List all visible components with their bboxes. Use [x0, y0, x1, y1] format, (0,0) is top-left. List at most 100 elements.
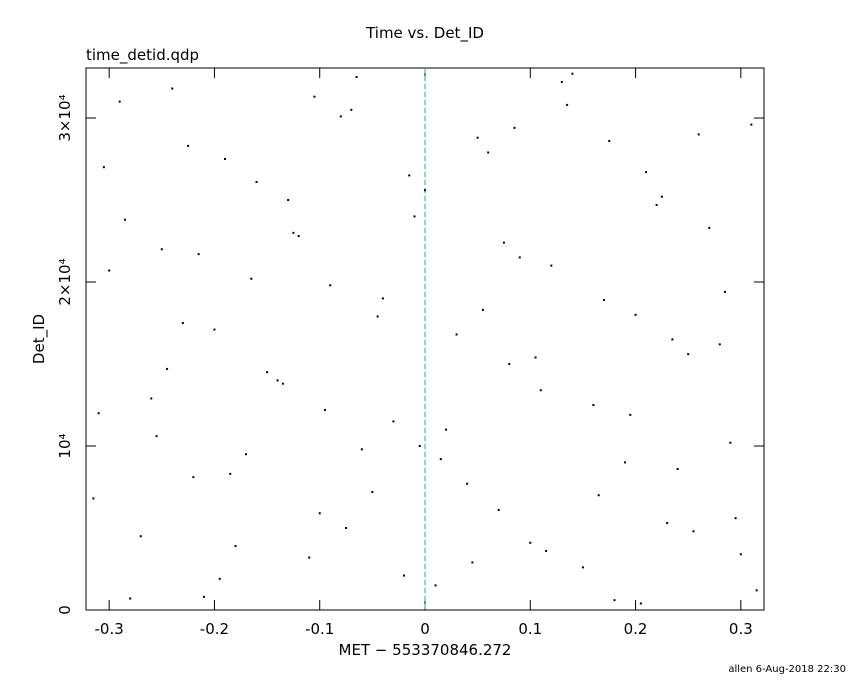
point: [676, 467, 679, 470]
point: [139, 535, 142, 538]
point: [102, 166, 105, 169]
point: [634, 313, 637, 316]
point: [608, 139, 611, 142]
point: [108, 269, 111, 272]
x-tick-label: 0.1: [518, 620, 542, 638]
point: [660, 195, 663, 198]
point: [281, 382, 284, 385]
x-tick-label: 0.3: [729, 620, 753, 638]
point: [529, 541, 532, 544]
point: [560, 80, 563, 83]
point: [192, 476, 195, 479]
point: [392, 420, 395, 423]
point: [487, 151, 490, 154]
point: [455, 333, 458, 336]
x-tick-label: 0.2: [624, 620, 648, 638]
point: [550, 264, 553, 267]
point: [381, 297, 384, 300]
point: [413, 215, 416, 218]
footer: allen 6-Aug-2018 22:30: [728, 664, 846, 675]
y-tick-label: 10⁴: [56, 433, 74, 458]
point: [645, 171, 648, 174]
point: [613, 599, 616, 602]
point: [639, 602, 642, 605]
point: [118, 100, 121, 103]
point: [313, 95, 316, 98]
point: [671, 338, 674, 341]
point: [508, 363, 511, 366]
point: [424, 189, 426, 192]
point: [502, 241, 505, 244]
point: [150, 397, 153, 400]
point: [355, 76, 358, 79]
point: [250, 277, 253, 280]
point: [513, 126, 516, 129]
point: [339, 115, 342, 118]
point: [566, 103, 569, 106]
point: [297, 235, 300, 238]
point: [266, 371, 269, 374]
point: [418, 445, 421, 448]
point: [471, 561, 474, 564]
point: [345, 527, 348, 530]
point: [276, 379, 279, 382]
y-tick-label: 3×10⁴: [56, 94, 74, 141]
point: [350, 108, 353, 111]
point: [734, 517, 737, 520]
x-axis-label: MET − 553370846.272: [339, 641, 512, 659]
point: [308, 556, 311, 559]
point: [160, 248, 163, 251]
x-tick-label: -0.2: [200, 620, 229, 638]
point: [92, 497, 95, 500]
point: [624, 461, 627, 464]
point: [323, 408, 326, 411]
y-tick-label: 0: [56, 605, 74, 615]
point: [602, 299, 605, 302]
point: [255, 180, 258, 183]
point: [629, 413, 632, 416]
point: [402, 574, 405, 577]
point: [129, 597, 132, 600]
point: [655, 203, 658, 206]
point: [445, 428, 448, 431]
point: [724, 290, 727, 293]
point: [755, 589, 758, 592]
point: [245, 453, 248, 456]
point: [123, 218, 126, 221]
point: [476, 136, 479, 139]
point: [202, 595, 205, 598]
point: [466, 482, 469, 485]
point: [197, 253, 200, 256]
point: [187, 144, 190, 147]
point: [481, 308, 484, 311]
point: [581, 566, 584, 569]
x-tick-label: -0.1: [305, 620, 334, 638]
point: [171, 87, 174, 90]
y-tick-label: 2×10⁴: [56, 258, 74, 305]
point: [181, 322, 184, 325]
point: [155, 435, 158, 438]
point: [218, 577, 221, 580]
point: [708, 226, 711, 229]
chart-subtitle: time_detid.qdp: [86, 46, 199, 65]
x-tick-label: 0: [420, 620, 430, 638]
y-axis-label: Det_ID: [30, 314, 49, 364]
point: [687, 353, 690, 356]
point: [739, 553, 742, 556]
point: [539, 389, 542, 392]
point: [97, 412, 100, 415]
point: [729, 441, 732, 444]
point: [592, 404, 595, 407]
point: [223, 158, 226, 161]
point: [571, 72, 574, 75]
point: [697, 133, 700, 136]
chart-title: Time vs. Det_ID: [365, 24, 484, 43]
point: [545, 549, 548, 552]
point: [750, 123, 753, 126]
point: [318, 512, 321, 515]
point: [292, 231, 295, 234]
point: [213, 328, 216, 331]
point: [329, 284, 332, 287]
x-tick-label: -0.3: [95, 620, 124, 638]
point: [597, 494, 600, 497]
